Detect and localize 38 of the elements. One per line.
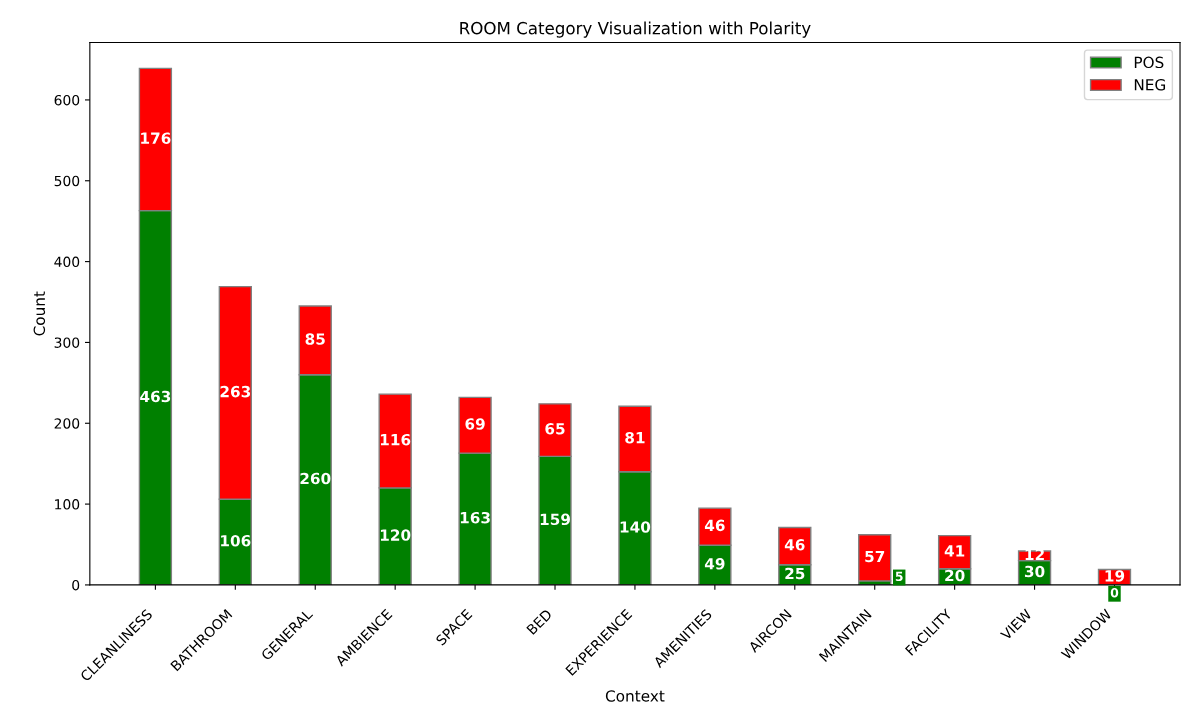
legend-label: POS <box>1134 56 1164 69</box>
data-label: 116 <box>380 433 411 446</box>
x-axis-title: Context <box>605 690 665 702</box>
data-label: 260 <box>300 472 331 485</box>
data-label: 106 <box>221 534 251 547</box>
data-label: 5 <box>895 571 903 582</box>
data-label: 140 <box>620 521 651 533</box>
data-label: 49 <box>704 558 725 570</box>
data-label: 85 <box>305 333 325 345</box>
data-label: 30 <box>1024 565 1045 578</box>
y-tick-label: 600 <box>54 94 80 106</box>
y-tick-label: 0 <box>72 579 80 591</box>
chart-title: ROOM Category Visualization with Polarity <box>460 21 811 38</box>
data-label: 65 <box>545 423 565 435</box>
data-label: 69 <box>465 418 485 430</box>
data-label: 20 <box>945 569 965 582</box>
data-label: 263 <box>220 385 251 398</box>
data-label: 57 <box>865 550 885 563</box>
data-label: 81 <box>625 431 645 444</box>
data-label: 0 <box>1110 587 1119 598</box>
bar <box>858 534 892 582</box>
data-label: 19 <box>1105 570 1125 582</box>
data-label: 120 <box>380 529 411 541</box>
y-tick-label: 100 <box>55 499 80 510</box>
data-label: 46 <box>704 519 725 532</box>
legend-label: NEG <box>1134 78 1166 91</box>
data-label: 46 <box>784 539 805 551</box>
y-tick-label: 400 <box>54 256 80 268</box>
y-tick-label: 300 <box>54 337 80 348</box>
data-label: 176 <box>141 132 171 144</box>
y-axis-title: Count <box>33 291 46 336</box>
y-tick-label: 500 <box>54 175 80 187</box>
data-label: 25 <box>785 567 805 580</box>
data-label: 163 <box>460 511 490 524</box>
y-tick-label: 200 <box>54 418 80 429</box>
data-label: 463 <box>140 390 171 403</box>
data-label: 159 <box>540 513 570 526</box>
data-label: 41 <box>944 545 965 557</box>
